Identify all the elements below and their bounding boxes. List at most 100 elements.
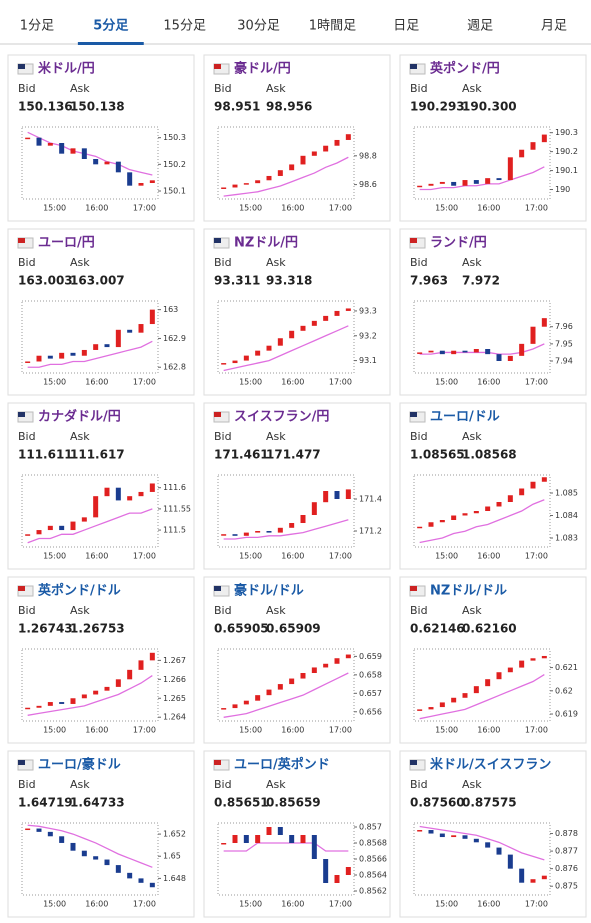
moving-average — [27, 824, 153, 868]
y-tick-label: 111.55 — [163, 504, 191, 513]
flag-mark — [410, 760, 417, 765]
pair-title[interactable]: スイスフラン/円 — [234, 410, 329, 425]
candle — [519, 660, 525, 668]
candle — [311, 502, 317, 515]
candle — [59, 143, 65, 154]
pair-title[interactable]: ランド/円 — [430, 236, 487, 251]
x-tick-label: 15:00 — [435, 378, 458, 387]
tab[interactable]: 1分足 — [20, 19, 54, 34]
y-tick-label: 7.96 — [555, 322, 573, 331]
y-tick-label: 0.621 — [555, 663, 578, 672]
tab[interactable]: 5分足 — [93, 18, 129, 34]
candle — [277, 527, 283, 533]
pair-title[interactable]: ユーロ/円 — [38, 236, 95, 251]
pair-title[interactable]: 豪ドル/ドル — [234, 583, 304, 599]
candle — [127, 329, 133, 333]
y-tick-label: 1.083 — [555, 534, 578, 543]
moving-average — [419, 166, 545, 191]
bid-label: Bid — [18, 256, 36, 269]
pair-title[interactable]: 米ドル/円 — [38, 61, 95, 77]
x-tick-label: 15:00 — [435, 204, 458, 213]
candle — [104, 686, 110, 691]
tab-underline — [77, 42, 144, 45]
candle — [149, 309, 155, 325]
ask-label: Ask — [70, 256, 90, 269]
candle — [530, 658, 536, 661]
candle — [70, 842, 76, 851]
flag-mark — [18, 760, 25, 765]
bid-price: 190.293 — [410, 100, 465, 114]
candle — [277, 684, 283, 690]
y-tick-label: 1.65 — [163, 852, 181, 861]
pair-title[interactable]: 英ポンド/円 — [429, 61, 500, 77]
ask-label: Ask — [70, 604, 90, 617]
flag — [213, 63, 230, 75]
candle — [243, 183, 249, 185]
pair-title[interactable]: NZドル/円 — [234, 236, 298, 251]
pair-title[interactable]: カナダドル/円 — [38, 409, 121, 425]
candle — [311, 835, 317, 859]
tab[interactable]: 30分足 — [237, 19, 280, 34]
candle — [25, 361, 31, 363]
tab[interactable]: 1時間足 — [309, 19, 356, 34]
y-tick-label: 0.8568 — [359, 839, 387, 848]
tab[interactable]: 月足 — [541, 19, 567, 34]
candle — [345, 654, 351, 659]
bid-price: 0.65905 — [214, 622, 269, 636]
tab[interactable]: 週足 — [467, 19, 493, 34]
candle — [81, 850, 87, 857]
pair-title[interactable]: NZドル/ドル — [430, 584, 507, 599]
flag — [213, 585, 230, 597]
pair-title[interactable]: 豪ドル/円 — [234, 61, 291, 77]
candle — [104, 487, 110, 497]
flag-mark — [214, 586, 221, 591]
y-tick-label: 0.8562 — [359, 887, 387, 896]
ask-price: 1.26753 — [70, 622, 125, 636]
y-tick-label: 0.656 — [359, 707, 382, 716]
candle — [451, 181, 457, 186]
bid-label: Bid — [214, 604, 232, 617]
candle — [289, 164, 295, 171]
bid-price: 0.85651 — [214, 796, 269, 810]
tab[interactable]: 日足 — [393, 19, 419, 34]
candle — [519, 488, 525, 496]
pair-title[interactable]: ユーロ/英ポンド — [234, 757, 330, 773]
moving-average — [419, 825, 545, 861]
candle — [428, 350, 434, 353]
candle — [81, 148, 87, 159]
x-tick-label: 17:00 — [329, 552, 352, 561]
x-tick-label: 15:00 — [239, 726, 262, 735]
tab[interactable]: 15分足 — [163, 19, 206, 34]
flag-mark — [410, 412, 417, 417]
moving-average — [223, 842, 349, 852]
candle — [300, 155, 306, 165]
candle — [221, 363, 227, 365]
candle — [345, 867, 351, 875]
candle — [232, 184, 238, 188]
pair-title[interactable]: 英ポンド/ドル — [37, 583, 121, 599]
pair-title[interactable]: ユーロ/ドル — [430, 410, 500, 425]
y-tick-label: 1.652 — [163, 830, 186, 839]
x-tick-label: 15:00 — [239, 204, 262, 213]
candle — [345, 134, 351, 140]
y-tick-label: 171.4 — [359, 495, 382, 504]
x-tick-label: 15:00 — [239, 552, 262, 561]
flag-mark — [214, 760, 221, 765]
candle — [47, 355, 53, 359]
flag — [17, 585, 34, 597]
candle — [323, 859, 329, 883]
pair-title[interactable]: 米ドル/スイスフラン — [430, 757, 551, 773]
candle — [496, 502, 502, 507]
candle — [473, 838, 479, 843]
candle — [221, 843, 227, 845]
candle — [255, 350, 261, 356]
candle — [25, 137, 31, 140]
candle — [311, 667, 317, 673]
candle — [473, 349, 479, 353]
pair-title[interactable]: ユーロ/豪ドル — [38, 757, 121, 773]
candle — [289, 330, 295, 339]
x-tick-label: 15:00 — [435, 900, 458, 909]
ask-price: 0.65909 — [266, 622, 321, 636]
candle — [243, 355, 249, 361]
candle — [25, 534, 31, 536]
